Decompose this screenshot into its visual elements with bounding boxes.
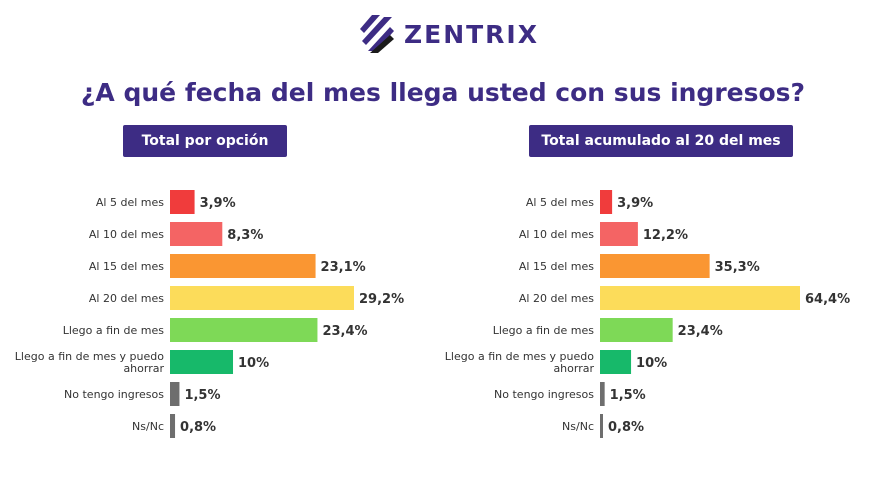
value-label: 29,2%	[359, 292, 404, 307]
value-label: 3,9%	[200, 196, 236, 211]
bar-right-7	[600, 414, 603, 438]
category-label: Al 15 del mes	[89, 260, 164, 273]
bar-right-6	[600, 382, 605, 406]
category-label: Llego a fin de mes	[493, 324, 595, 337]
value-label: 10%	[636, 356, 667, 371]
page-title: ¿A qué fecha del mes llega usted con sus…	[80, 78, 806, 107]
chart-total-por-opcion: Al 5 del mes 3,9% Al 10 del mes 8,3% Al 15 d…	[0, 190, 430, 470]
category-label: Llego a fin de mes y puedo ahorrar	[445, 350, 595, 375]
bar-right-1	[600, 222, 638, 246]
bar-left-2	[170, 254, 316, 278]
value-label: 64,4%	[805, 292, 850, 307]
category-label: Al 15 del mes	[519, 260, 594, 273]
value-label: 12,2%	[643, 228, 688, 243]
bar-right-2	[600, 254, 710, 278]
bar-left-6	[170, 382, 180, 406]
category-label: Al 20 del mes	[519, 292, 594, 305]
value-label: 0,8%	[608, 420, 644, 435]
category-label: Llego a fin de mes y puedo ahorrar	[15, 350, 165, 375]
left-chart-title-badge: Total por opción	[123, 125, 287, 157]
category-label: No tengo ingresos	[64, 388, 164, 401]
bar-right-4	[600, 318, 673, 342]
brand-logo: ZENTRIX	[358, 12, 539, 56]
bar-right-0	[600, 190, 613, 214]
bar-right-3	[600, 286, 800, 310]
category-label: Al 20 del mes	[89, 292, 164, 305]
chart-left-svg: Al 5 del mes 3,9% Al 10 del mes 8,3% Al 15 d…	[15, 190, 404, 438]
value-label: 3,9%	[617, 196, 653, 211]
value-label: 23,1%	[321, 260, 366, 275]
value-label: 8,3%	[227, 228, 263, 243]
bar-left-5	[170, 350, 234, 374]
zentrix-logo-icon	[360, 15, 394, 53]
chart-right-svg: Al 5 del mes 3,9% Al 10 del mes 12,2% Al 15 …	[445, 190, 850, 438]
value-label: 23,4%	[678, 324, 723, 339]
category-label: Al 5 del mes	[526, 196, 594, 209]
value-label: 23,4%	[322, 324, 367, 339]
bar-left-4	[170, 318, 318, 342]
category-label: Llego a fin de mes	[63, 324, 165, 337]
value-label: 10%	[238, 356, 269, 371]
bar-left-0	[170, 190, 195, 214]
value-label: 0,8%	[180, 420, 216, 435]
bar-left-1	[170, 222, 223, 246]
value-label: 1,5%	[184, 388, 220, 403]
brand-name: ZENTRIX	[404, 19, 540, 49]
category-label: No tengo ingresos	[494, 388, 594, 401]
value-label: 1,5%	[610, 388, 646, 403]
value-label: 35,3%	[715, 260, 760, 275]
bar-left-7	[170, 414, 176, 438]
bar-right-5	[600, 350, 632, 374]
category-label: Al 5 del mes	[96, 196, 164, 209]
bar-left-3	[170, 286, 354, 310]
category-label: Ns/Nc	[132, 420, 164, 433]
category-label: Al 10 del mes	[89, 228, 164, 241]
right-chart-title-badge: Total acumulado al 20 del mes	[529, 125, 793, 157]
chart-total-acumulado: Al 5 del mes 3,9% Al 10 del mes 12,2% Al 15 …	[430, 190, 860, 470]
category-label: Al 10 del mes	[519, 228, 594, 241]
category-label: Ns/Nc	[562, 420, 594, 433]
